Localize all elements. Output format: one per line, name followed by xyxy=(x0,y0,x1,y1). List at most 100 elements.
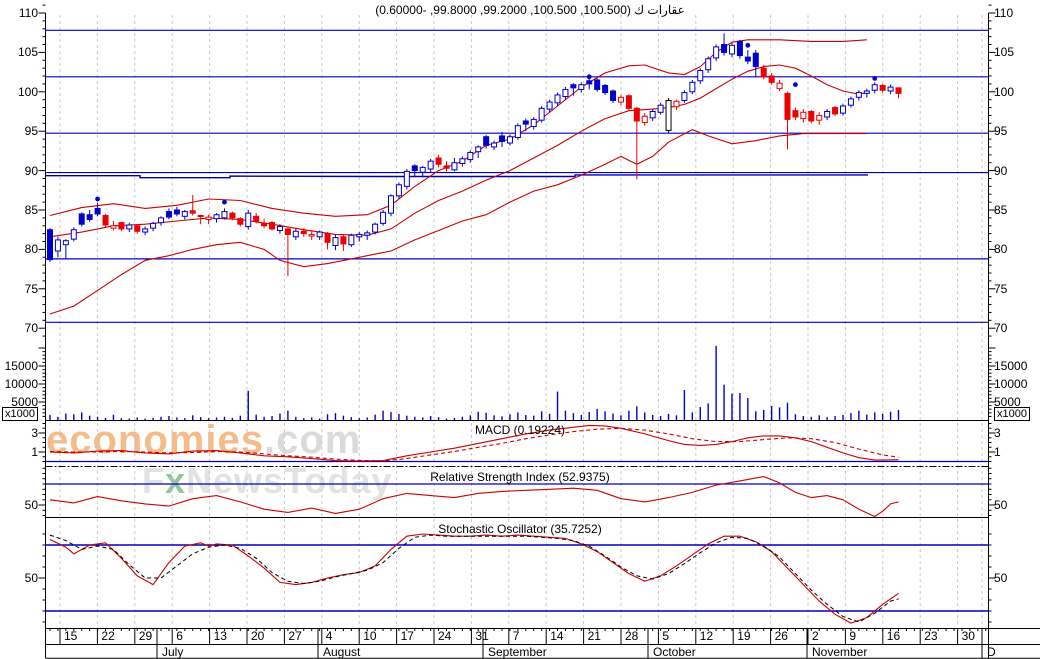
candle-body xyxy=(292,230,299,238)
candle-body xyxy=(47,229,53,261)
candle-body xyxy=(237,218,244,225)
candle-body xyxy=(617,96,624,103)
signal-dot xyxy=(745,42,751,48)
candle-body xyxy=(657,104,664,113)
signal-dot xyxy=(95,196,100,202)
candle-body xyxy=(118,222,125,230)
candle-body xyxy=(491,142,498,148)
candle-body xyxy=(213,214,220,220)
signal-dot xyxy=(222,199,227,205)
candle-body xyxy=(459,158,466,165)
candle-body xyxy=(863,90,870,94)
watermark-brand: economies xyxy=(46,418,264,462)
candle-body xyxy=(150,222,157,229)
watermark-domain: .com xyxy=(263,418,362,462)
candle-body xyxy=(760,67,767,78)
candle-body xyxy=(871,84,878,91)
candle-body xyxy=(475,146,482,153)
candle-body xyxy=(173,209,180,215)
candle-body xyxy=(570,84,577,89)
candle-body xyxy=(102,215,109,226)
candle-body xyxy=(483,136,490,146)
candle-body xyxy=(197,215,204,218)
candle-body xyxy=(800,111,807,120)
bollinger-lower xyxy=(49,128,867,315)
candle-body xyxy=(538,107,545,121)
candle-body xyxy=(324,233,331,243)
candle-body xyxy=(546,101,553,110)
candle-body xyxy=(744,56,751,62)
bollinger-middle xyxy=(49,64,867,238)
candle-body xyxy=(300,230,307,235)
candle-body xyxy=(372,223,379,233)
candle-body xyxy=(142,228,149,233)
step-support-line xyxy=(46,174,868,179)
candle-body xyxy=(284,228,291,235)
candle-body xyxy=(78,213,85,225)
candle-body xyxy=(380,211,387,224)
candle-body xyxy=(364,232,371,236)
candle-body xyxy=(443,165,450,169)
candle-body xyxy=(245,212,252,228)
candle-body xyxy=(673,100,680,108)
candle-body xyxy=(816,114,823,121)
candle-body xyxy=(435,157,442,165)
candle-body xyxy=(610,90,617,101)
stoch-k-line xyxy=(49,533,899,624)
watermark-fx-x: x xyxy=(165,460,187,501)
candle-body xyxy=(499,135,506,142)
candle-body xyxy=(403,170,410,187)
candle-body xyxy=(181,211,188,217)
candle-body xyxy=(70,229,77,240)
candle-body xyxy=(165,211,172,218)
candle-body xyxy=(832,107,839,115)
candle-body xyxy=(189,210,196,214)
candle-body xyxy=(134,225,141,232)
signal-dot xyxy=(793,82,798,88)
candle-body xyxy=(689,81,696,93)
candle-body xyxy=(62,240,69,246)
candle-body xyxy=(530,118,537,127)
rsi-line xyxy=(49,476,899,518)
candle-body xyxy=(411,165,418,172)
candle-body xyxy=(776,82,783,90)
candle-body xyxy=(54,239,61,252)
candle-body xyxy=(879,84,886,91)
candle-body xyxy=(419,166,426,173)
candle-body xyxy=(713,46,720,59)
watermark-fx-f: F xyxy=(142,460,165,501)
candle-body xyxy=(633,107,640,122)
watermark-economies: economies.com xyxy=(46,418,361,463)
candle-body xyxy=(356,233,363,238)
candle-body xyxy=(649,111,656,119)
candle-body xyxy=(514,125,521,139)
candle-body xyxy=(562,88,569,98)
candle-body xyxy=(840,105,846,114)
stoch-d-line xyxy=(49,534,899,623)
candle-body xyxy=(427,160,434,170)
candle-body xyxy=(269,222,276,230)
candle-body xyxy=(681,92,688,101)
candle-body xyxy=(705,58,712,71)
candle-body xyxy=(554,94,561,104)
candle-body xyxy=(625,95,632,109)
candle-body xyxy=(86,214,93,220)
candle-body xyxy=(205,216,212,220)
candle-body xyxy=(586,80,593,85)
signal-dot xyxy=(586,74,592,80)
candle-body xyxy=(847,98,854,106)
candle-body xyxy=(308,233,315,237)
macd-signal-line xyxy=(49,427,899,462)
candle-body xyxy=(506,136,513,144)
candle-body xyxy=(665,99,672,131)
candle-body xyxy=(522,120,529,125)
candle-body xyxy=(641,115,648,124)
candle-body xyxy=(316,231,323,238)
candle-body xyxy=(261,222,268,227)
candle-body xyxy=(808,111,815,122)
candle-body xyxy=(602,84,609,94)
candle-body xyxy=(594,79,601,90)
candle-body xyxy=(110,225,117,229)
